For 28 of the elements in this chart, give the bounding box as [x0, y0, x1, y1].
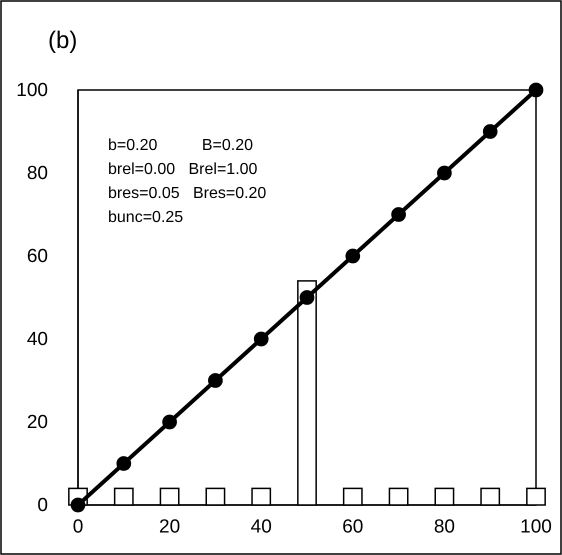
point	[528, 82, 544, 98]
point	[300, 290, 314, 305]
point	[391, 207, 406, 222]
y-tick-label: 100	[16, 80, 48, 102]
x-tick-label: 40	[250, 516, 272, 538]
annotation: bunc=0.25	[108, 209, 184, 226]
point	[254, 332, 269, 346]
x-tick-label: 80	[434, 516, 455, 538]
x-tick-label: 100	[520, 516, 552, 538]
point	[208, 373, 223, 388]
point	[162, 414, 177, 430]
y-tick-label: 80	[26, 163, 48, 184]
chart-title: (b)	[48, 27, 78, 54]
y-tick-label: 40	[26, 329, 48, 350]
point	[345, 248, 360, 264]
point	[482, 124, 498, 139]
point	[116, 456, 132, 471]
annotation: bres=0.05 Bres=0.20	[108, 185, 266, 202]
point	[437, 166, 452, 180]
y-tick-label: 60	[26, 246, 48, 268]
x-tick-label: 20	[159, 516, 180, 538]
y-tick-label: 20	[26, 412, 48, 434]
x-tick-label: 60	[342, 516, 364, 538]
annotation: brel=0.00 Brel=1.00	[108, 161, 258, 178]
annotation: b=0.20 B=0.20	[108, 137, 254, 154]
point	[70, 498, 86, 512]
x-tick-label: 0	[72, 516, 84, 538]
y-tick-label: 0	[37, 495, 48, 516]
